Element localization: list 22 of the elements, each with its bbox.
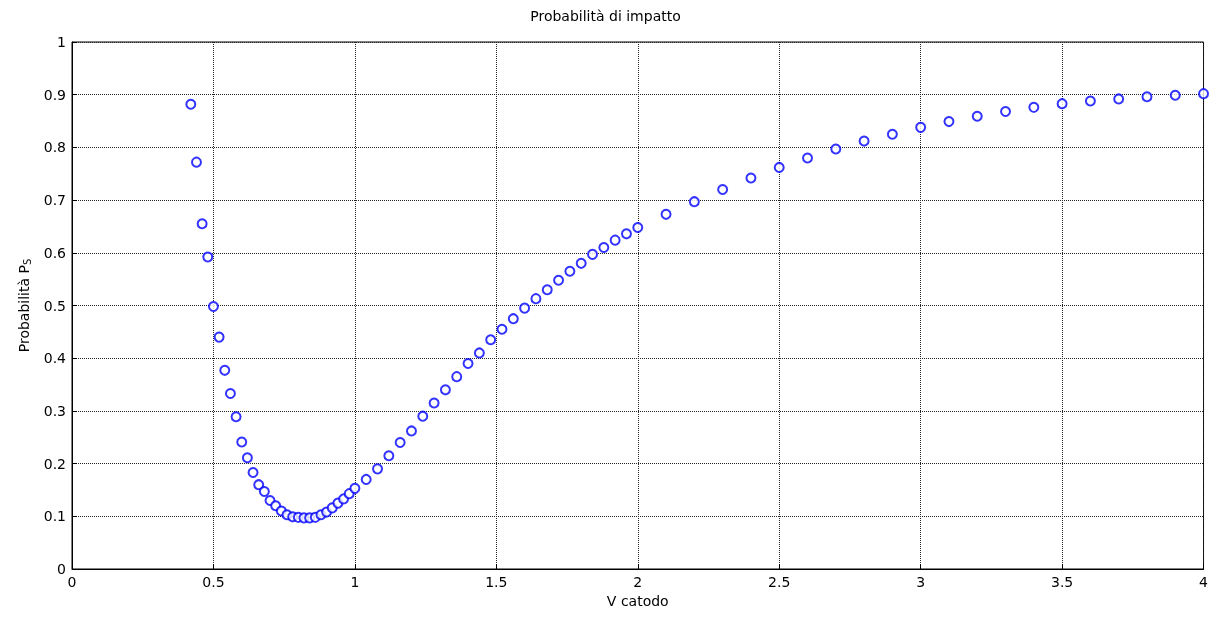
x-tick-label: 3.5: [1050, 574, 1074, 590]
x-tick-label: 4: [1199, 574, 1209, 590]
chart-title: Probabilità di impatto: [530, 8, 681, 24]
x-tick-label: 0.5: [202, 574, 225, 590]
x-tick-label: 3: [916, 574, 926, 590]
y-tick-label: 0.2: [43, 455, 66, 472]
x-axis-title: V catodo: [606, 592, 669, 609]
x-tick-label: 2.5: [768, 574, 791, 590]
y-tick-label: 0.6: [43, 244, 67, 261]
x-tick-label: 0: [67, 574, 77, 590]
x-tick-label: 1: [350, 574, 360, 590]
y-tick-label: 0.5: [43, 297, 66, 314]
y-tick-label: 0.3: [43, 402, 66, 419]
y-tick-label: 0.9: [43, 86, 66, 103]
y-tick-label: 0.7: [43, 192, 66, 209]
y-tick-label: 1: [57, 34, 66, 50]
x-tick-label: 1.5: [485, 574, 508, 590]
y-tick-label: 0.8: [43, 139, 66, 156]
y-tick-label: 0.1: [43, 508, 66, 525]
x-tick-label: 2: [633, 574, 643, 590]
y-tick-label: 0.4: [43, 350, 67, 367]
y-tick-label: 0: [57, 561, 66, 577]
